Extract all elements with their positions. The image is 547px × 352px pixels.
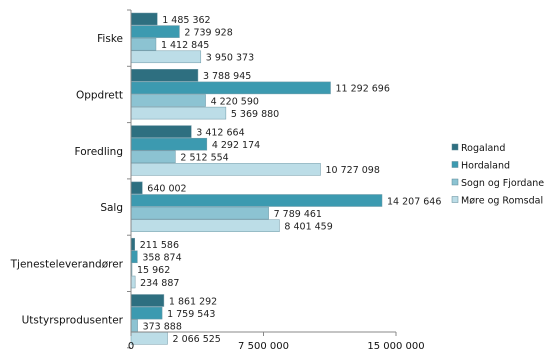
bar-3-3	[130, 150, 176, 164]
bar-2-4	[130, 106, 227, 120]
bar-4-3	[130, 206, 269, 220]
category-label: Oppdrett	[76, 90, 123, 102]
bar-1-3	[130, 37, 157, 51]
category-label: Foredling	[75, 146, 123, 158]
bar-1-4	[130, 50, 202, 64]
legend-swatch	[451, 143, 459, 151]
category-labels-layer: Fiske Oppdrett Foredling Salg Tjenestelevera…	[10, 33, 124, 327]
bar-3-2	[130, 137, 208, 151]
bar-5-4	[130, 275, 136, 289]
bar-value-label: 640 002	[147, 184, 186, 195]
bar-value-label: 14 207 646	[387, 196, 441, 207]
legend-label: Rogaland	[461, 143, 505, 154]
bar-4-1	[130, 181, 143, 195]
x-ticks-layer: 0 7 500 000 15 000 000	[127, 9, 425, 352]
category-label: Salg	[100, 202, 123, 214]
legend-swatch	[451, 161, 459, 168]
bar-5-2	[130, 250, 138, 264]
legend-swatch	[451, 196, 459, 203]
legend-label: Møre og Romsdal	[461, 196, 543, 207]
bar-value-label: 211 586	[140, 240, 179, 251]
bar-2-3	[130, 94, 206, 107]
bar-value-label: 373 888	[143, 322, 182, 333]
category-label: Fiske	[97, 33, 123, 45]
bar-value-label: 358 874	[142, 253, 181, 264]
bar-value-label: 15 962	[137, 265, 170, 276]
bar-value-label: 1 485 362	[162, 15, 210, 26]
bar-value-label: 2 512 554	[180, 153, 228, 164]
bars-layer	[130, 12, 383, 345]
bar-5-1	[130, 237, 135, 251]
bar-2-1	[130, 69, 199, 82]
bar-6-1	[130, 294, 165, 307]
bar-value-label: 4 220 590	[211, 96, 259, 107]
bar-1-1	[130, 12, 158, 26]
bar-value-label: 4 292 174	[212, 140, 260, 151]
bar-value-label: 1 412 845	[161, 40, 209, 51]
bar-value-label: 3 412 664	[196, 127, 244, 138]
bar-4-4	[130, 219, 280, 232]
x-tick-label: 7 500 000	[238, 341, 289, 352]
bar-value-label: 234 887	[140, 278, 179, 289]
bar-value-label: 2 739 928	[184, 27, 232, 38]
legend-label: Sogn og Fjordane	[461, 178, 544, 189]
bar-value-label: 5 369 880	[231, 109, 279, 120]
bar-value-label: 2 066 525	[173, 334, 221, 345]
bar-4-2	[130, 194, 383, 207]
bar-value-label: 3 950 373	[206, 53, 254, 64]
bar-value-label: 7 789 461	[274, 209, 322, 220]
category-label: Tjenesteleverandører	[10, 258, 124, 270]
x-tick-label: 15 000 000	[367, 341, 424, 352]
bar-1-2	[130, 25, 180, 38]
legend-label: Hordaland	[461, 161, 510, 172]
bar-2-2	[130, 81, 331, 95]
x-tick-label: 0	[128, 341, 134, 352]
bar-value-label: 3 788 945	[203, 71, 251, 82]
bar-value-label: 11 292 696	[336, 84, 390, 95]
legend-swatch	[451, 178, 459, 186]
bar-value-label: 1 861 292	[169, 296, 217, 307]
bar-6-4	[130, 332, 168, 345]
legend: Rogaland Hordaland Sogn og Fjordane Møre og…	[451, 143, 544, 207]
bar-3-1	[130, 125, 192, 138]
bar-value-label: 8 401 459	[284, 222, 332, 233]
bar-value-label: 10 727 098	[326, 165, 380, 176]
bar-6-2	[130, 306, 163, 320]
bar-value-label: 1 759 543	[167, 309, 215, 320]
category-label: Utstyrsprodusenter	[22, 315, 124, 327]
bar-6-3	[130, 319, 138, 332]
bar-3-4	[130, 163, 321, 176]
